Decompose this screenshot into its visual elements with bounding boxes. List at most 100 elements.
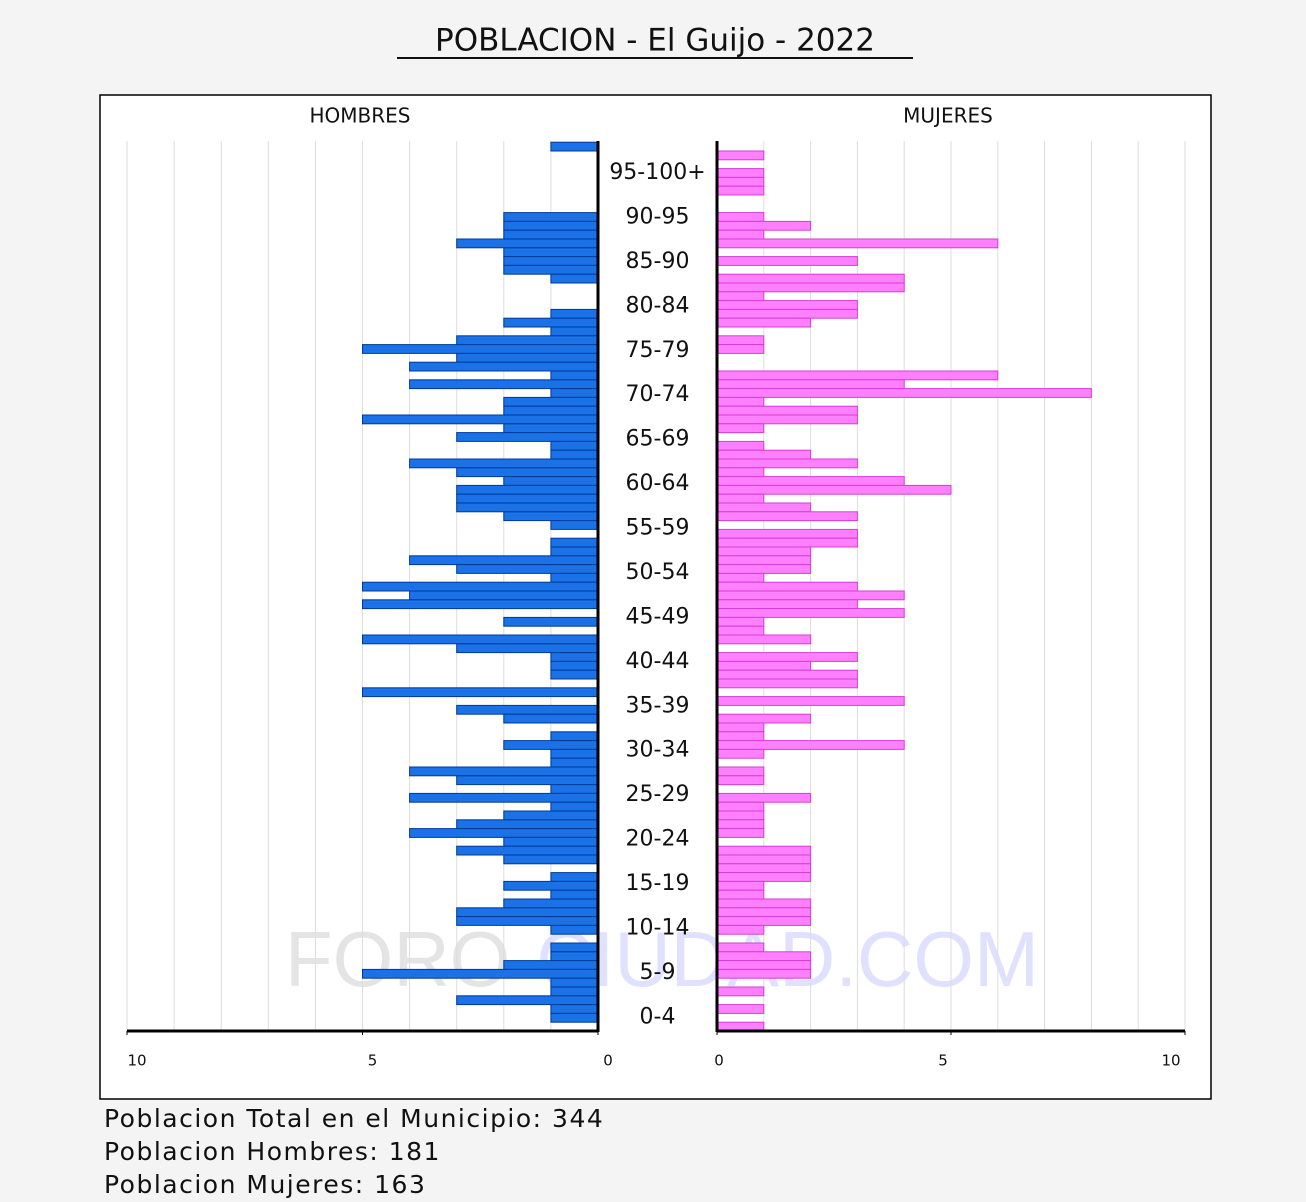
bar [456, 335, 599, 346]
bar [716, 502, 812, 513]
age-group-label: 20-24 [626, 827, 690, 852]
bar [716, 458, 858, 469]
bar [550, 520, 599, 530]
bar [362, 968, 599, 979]
bar [550, 757, 599, 768]
bar [716, 229, 765, 240]
bar [716, 968, 812, 979]
bar [716, 220, 812, 231]
bar [716, 185, 765, 196]
bar [362, 344, 599, 354]
footer-line: Poblacion Total en el Municipio: 344 [104, 1104, 604, 1133]
bar [716, 414, 858, 425]
age-group-label: 35-39 [626, 693, 690, 718]
bar [456, 995, 599, 1006]
bar [716, 810, 765, 821]
bar [456, 775, 599, 786]
bar [716, 449, 812, 460]
bar [716, 291, 765, 302]
bar [456, 907, 599, 918]
bar [409, 828, 599, 838]
bar [456, 467, 599, 478]
bar [716, 176, 765, 187]
bar [456, 704, 599, 715]
bar [456, 238, 599, 249]
bar [456, 845, 599, 856]
bar [362, 687, 599, 698]
bar [503, 880, 599, 891]
bar [362, 599, 599, 610]
bar [716, 599, 858, 610]
bar [716, 273, 905, 284]
bar [550, 748, 599, 759]
age-group-label: 30-34 [626, 738, 690, 763]
bar [503, 740, 599, 750]
bar [503, 476, 599, 486]
bar [456, 484, 599, 495]
bar [456, 819, 599, 830]
bar [716, 775, 765, 786]
bar [716, 634, 812, 645]
bar [503, 810, 599, 821]
bar [716, 845, 812, 856]
x-tick-label: 0 [603, 1052, 613, 1070]
bar [550, 889, 599, 900]
bar [716, 256, 858, 266]
bar [716, 467, 765, 478]
bar [362, 581, 599, 592]
bar [716, 863, 812, 874]
bar [503, 960, 599, 970]
bar [550, 440, 599, 451]
bar [550, 731, 599, 742]
age-group-label: 10-14 [626, 915, 690, 940]
bar [550, 669, 599, 680]
bar [409, 555, 599, 566]
bar [716, 986, 765, 997]
bar [716, 388, 1092, 398]
bar [409, 458, 599, 469]
bar [456, 643, 599, 654]
bar [716, 722, 765, 733]
age-group-label: 75-79 [626, 338, 690, 363]
bar [716, 625, 765, 636]
bar [503, 396, 599, 407]
bar [550, 942, 599, 953]
bar [716, 669, 858, 680]
bar [503, 836, 599, 847]
bar [456, 432, 599, 442]
bar [716, 898, 812, 909]
bar [550, 449, 599, 460]
bar [503, 264, 599, 275]
age-group-label: 95-100+ [609, 160, 705, 185]
bar [716, 942, 765, 953]
footer-line: Poblacion Mujeres: 163 [104, 1170, 426, 1199]
bar [716, 951, 812, 962]
bar [362, 634, 599, 645]
bars [362, 141, 1092, 1032]
bar [716, 537, 858, 548]
bar [550, 537, 599, 548]
bar [716, 282, 905, 293]
bar [716, 555, 812, 566]
bar [716, 916, 812, 926]
bar [716, 740, 905, 750]
bar [716, 713, 812, 724]
bar [456, 564, 599, 574]
bar [550, 951, 599, 962]
bar [456, 916, 599, 926]
bar [503, 854, 599, 865]
bar [550, 986, 599, 997]
bar [716, 660, 812, 671]
footer-line: Poblacion Hombres: 181 [104, 1137, 441, 1166]
bar [716, 828, 765, 838]
bar [716, 379, 905, 390]
bar [716, 748, 765, 759]
bar [550, 924, 599, 935]
bar [550, 977, 599, 988]
x-tick-label: 0 [714, 1052, 724, 1070]
chart-title: POBLACION - El Guijo - 2022 [435, 23, 875, 59]
bar [716, 652, 858, 662]
bar [550, 801, 599, 812]
bar [503, 317, 599, 328]
